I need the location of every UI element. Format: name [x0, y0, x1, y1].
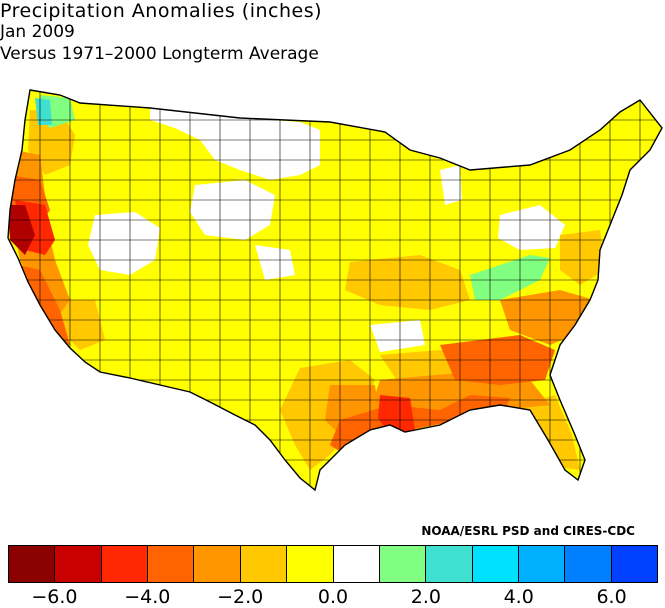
legend-swatch [332, 545, 379, 583]
region-wyoming-normal [190, 180, 275, 240]
legend-swatch [239, 545, 287, 583]
map-subtitle-date: Jan 2009 [0, 22, 75, 42]
region-gulf-coast-dry [330, 395, 510, 455]
legend-swatch [8, 545, 55, 583]
division-boundaries [8, 90, 662, 490]
legend-tick-label: 4.0 [503, 586, 534, 608]
legend-tick-label: 2.0 [410, 586, 441, 608]
region-great-basin-normal [88, 212, 160, 275]
legend-swatch [378, 545, 426, 583]
region-northern-plains-normal [150, 108, 320, 180]
credit-text: NOAA/ESRL PSD and CIRES-CDC [421, 524, 635, 538]
legend-swatch [193, 545, 240, 583]
region-mid-atlantic-dry [560, 230, 605, 285]
region-ohio-valley-normal [498, 205, 565, 250]
legend-swatch [100, 545, 148, 583]
region-arkansas-normal [370, 320, 425, 352]
legend-tick-label: −4.0 [124, 586, 171, 608]
legend-swatch [147, 545, 194, 583]
region-socal-dry [18, 265, 70, 345]
us-precipitation-map [7, 89, 663, 491]
color-legend [8, 545, 659, 585]
legend-tick-label: −2.0 [217, 586, 264, 608]
legend-swatch [425, 545, 472, 583]
region-southern-plains-dry [345, 255, 470, 310]
legend-swatch [517, 545, 565, 583]
legend-swatch [564, 545, 611, 583]
legend-swatch [54, 545, 101, 583]
region-california-coast-darkred [8, 205, 35, 255]
region-olympic-teal [35, 98, 52, 125]
legend-tick-label: 6.0 [596, 586, 627, 608]
region-louisiana-red [378, 395, 415, 435]
legend-swatch [471, 545, 518, 583]
map-subtitle-baseline: Versus 1971–2000 Longterm Average [0, 44, 319, 64]
region-southwest-dry [60, 300, 105, 350]
region-colorado-normal [255, 245, 295, 280]
legend-swatch [286, 545, 333, 583]
legend-tick-label: −6.0 [31, 586, 78, 608]
map-title: Precipitation Anomalies (inches) [0, 0, 323, 22]
region-michigan-normal [440, 165, 462, 205]
legend-tick-label: 0.0 [317, 586, 349, 608]
legend-swatch [610, 545, 659, 583]
